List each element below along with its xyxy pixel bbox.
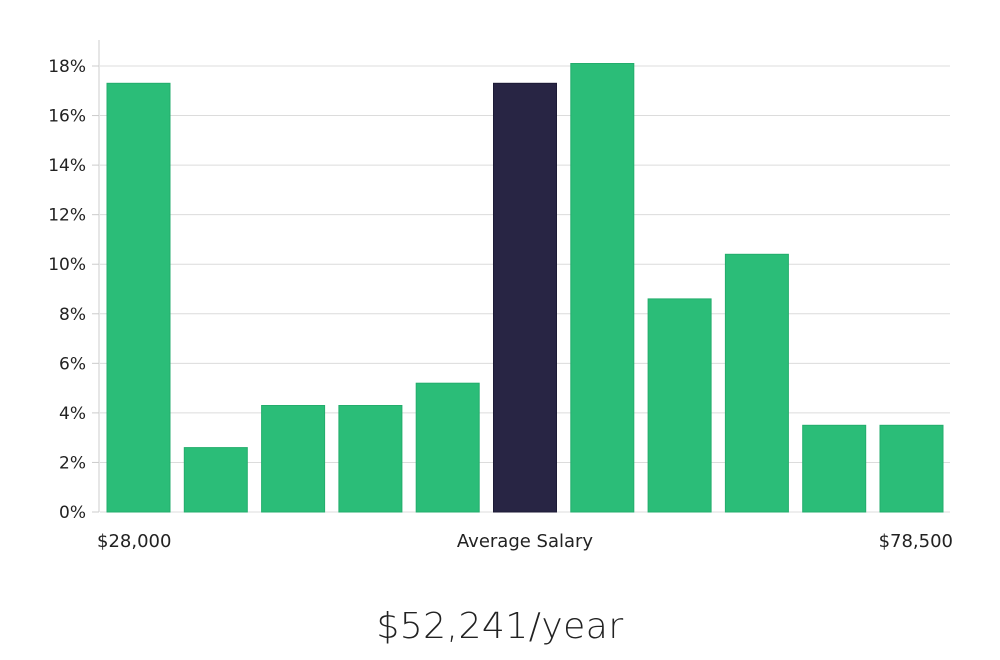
y-tick-label: 4% [59, 404, 86, 424]
y-tick-label: 8% [59, 305, 86, 325]
y-tick-label: 2% [59, 453, 86, 473]
y-tick-label: 18% [48, 57, 86, 77]
y-tick-label: 16% [48, 107, 86, 127]
bar [879, 424, 944, 513]
x-label-center: Average Salary [457, 531, 594, 552]
bar [415, 382, 480, 513]
bar [338, 405, 403, 513]
bar-average-salary [493, 82, 557, 513]
y-tick-label: 6% [59, 354, 86, 374]
bar [802, 424, 867, 513]
bar [724, 253, 789, 513]
bar [183, 447, 248, 513]
y-tick-label: 10% [48, 255, 86, 275]
y-tick-label: 14% [48, 156, 86, 176]
bar [106, 82, 171, 513]
average-salary-value: $52,241/year [376, 606, 624, 647]
bar [261, 405, 326, 513]
salary-distribution-chart: 0% 2% 4% 6% 8% 10% 12% 14% 16% 18% $28,000 Averag… [48, 40, 953, 552]
x-label-min: $28,000 [97, 531, 171, 552]
y-tick-label: 12% [48, 206, 86, 226]
bar [647, 298, 712, 513]
x-label-max: $78,500 [879, 531, 953, 552]
bar [570, 63, 635, 513]
bars [106, 63, 944, 513]
y-tick-label: 0% [59, 503, 86, 523]
y-axis-ticks: 0% 2% 4% 6% 8% 10% 12% 14% 16% 18% [48, 57, 99, 523]
